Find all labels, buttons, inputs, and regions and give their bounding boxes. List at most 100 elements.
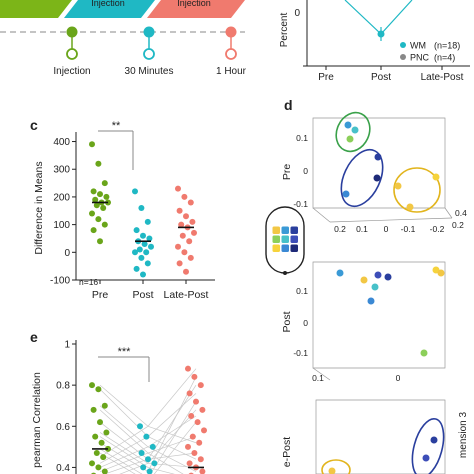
panel-d-post-ytick-3: -0.1	[293, 348, 308, 358]
data-point	[90, 406, 97, 413]
data-point	[100, 205, 107, 211]
panel-d-post-box	[312, 261, 446, 369]
data-point	[92, 433, 99, 440]
electrode-grid	[272, 226, 298, 252]
phase-label-injection: Injection	[91, 0, 125, 8]
data-point	[137, 423, 143, 430]
y-tick-label: 100	[53, 220, 70, 231]
data-point	[98, 439, 105, 446]
paired-line	[99, 452, 149, 472]
panel-b-legend-wm-n: (n=18)	[434, 41, 460, 51]
data-point	[144, 218, 151, 225]
phase-label-injection-2: Injection	[177, 0, 211, 8]
data-point	[146, 468, 153, 474]
panel-e-significance: ***	[118, 346, 132, 358]
data-point	[178, 221, 185, 228]
data-point	[133, 227, 140, 234]
data-point	[196, 439, 203, 446]
data-point	[103, 429, 110, 436]
paired-line	[99, 405, 149, 448]
y-tick-label: -100	[50, 276, 70, 287]
paired-line	[147, 436, 197, 460]
data-point	[185, 365, 191, 372]
paired-line	[147, 436, 197, 454]
y-tick-label: 0.6	[56, 422, 70, 433]
electrode-array-icon	[265, 206, 305, 275]
y-tick-label: 400	[53, 137, 70, 148]
y-tick-label: 200	[53, 192, 70, 203]
data-point	[199, 406, 206, 413]
data-point	[132, 188, 138, 195]
paired-line	[147, 409, 197, 464]
electrode-point	[373, 174, 381, 182]
cluster-ellipse-blue	[340, 148, 384, 208]
data-point	[89, 460, 95, 467]
panel-c-axes: -100 0 100 200 300 400 Pre Post Late-Post	[50, 132, 215, 301]
data-point	[90, 227, 97, 234]
electrode-point	[384, 273, 392, 281]
data-point	[144, 260, 151, 267]
panel-d-pre-ztick-2: 0.2	[452, 220, 464, 230]
electrode-point	[420, 349, 428, 357]
electrode-cell	[281, 235, 289, 243]
x-tick-label: Late-Post	[164, 289, 209, 301]
phase-bar-injection-2	[147, 0, 245, 18]
panel-c-significance: **	[112, 120, 121, 132]
paired-line	[153, 421, 197, 474]
electrode-cell	[290, 235, 298, 243]
paired-line	[99, 409, 149, 454]
panel-d-pre-xtick-5: -0.2	[430, 224, 445, 234]
paired-line	[99, 448, 143, 474]
cluster-ellipse-yellow-late	[321, 459, 351, 474]
data-point	[100, 454, 107, 461]
panel-d-pre-xtick-2: 0.1	[356, 224, 368, 234]
data-point	[186, 390, 193, 397]
data-point	[101, 468, 108, 474]
cluster-ellipse-yellow	[393, 167, 441, 213]
electrode-point	[328, 467, 336, 474]
timeline-label-injection: Injection	[53, 66, 90, 77]
panel-e-paired-lines	[99, 368, 197, 474]
panel-d-row-label-post: Post	[281, 311, 293, 332]
panel-c-ylabel: Difference in Means	[33, 161, 45, 254]
data-point	[176, 207, 183, 214]
paired-line	[99, 446, 149, 468]
electrode-point	[351, 126, 359, 134]
electrode-point	[346, 135, 354, 143]
paired-line	[147, 452, 184, 474]
electrode-cell	[281, 244, 289, 252]
data-point	[197, 456, 204, 463]
electrode-point	[394, 182, 402, 190]
electrode-point	[344, 121, 352, 129]
panel-b-xlabel-pre: Pre	[318, 72, 334, 83]
data-point	[194, 419, 201, 426]
electrode-point	[371, 283, 379, 291]
data-point	[101, 221, 108, 228]
panel-b-legend-pnc-n: (n=4)	[434, 53, 455, 63]
data-point	[189, 218, 196, 225]
timeline-marker-bottom-3	[225, 48, 237, 60]
electrode-cell	[281, 226, 289, 234]
data-point	[199, 468, 206, 474]
paired-line	[147, 415, 197, 448]
data-point	[179, 232, 186, 239]
panel-d-post-ytick-2: 0	[303, 318, 308, 328]
data-point	[197, 382, 204, 389]
electrode-point	[430, 436, 438, 444]
data-point	[181, 193, 188, 200]
electrode-point	[336, 269, 344, 277]
timeline-marker-top-2	[143, 26, 155, 38]
panel-c-letter: c	[30, 117, 38, 133]
panel-d-pre-ztick-1: 0.4	[455, 208, 467, 218]
data-point	[140, 464, 147, 471]
panel-d-post-xtick-2: 0	[396, 373, 401, 383]
data-point	[138, 450, 145, 457]
electrode-reference-dot	[283, 271, 287, 275]
electrode-cell	[272, 226, 280, 234]
data-point	[97, 419, 103, 426]
electrode-cell	[272, 244, 280, 252]
panel-d-letter: d	[284, 97, 293, 113]
panel-c: c Difference in Means -100 0 100 200 300 400 P…	[30, 117, 215, 301]
data-point	[191, 373, 198, 380]
